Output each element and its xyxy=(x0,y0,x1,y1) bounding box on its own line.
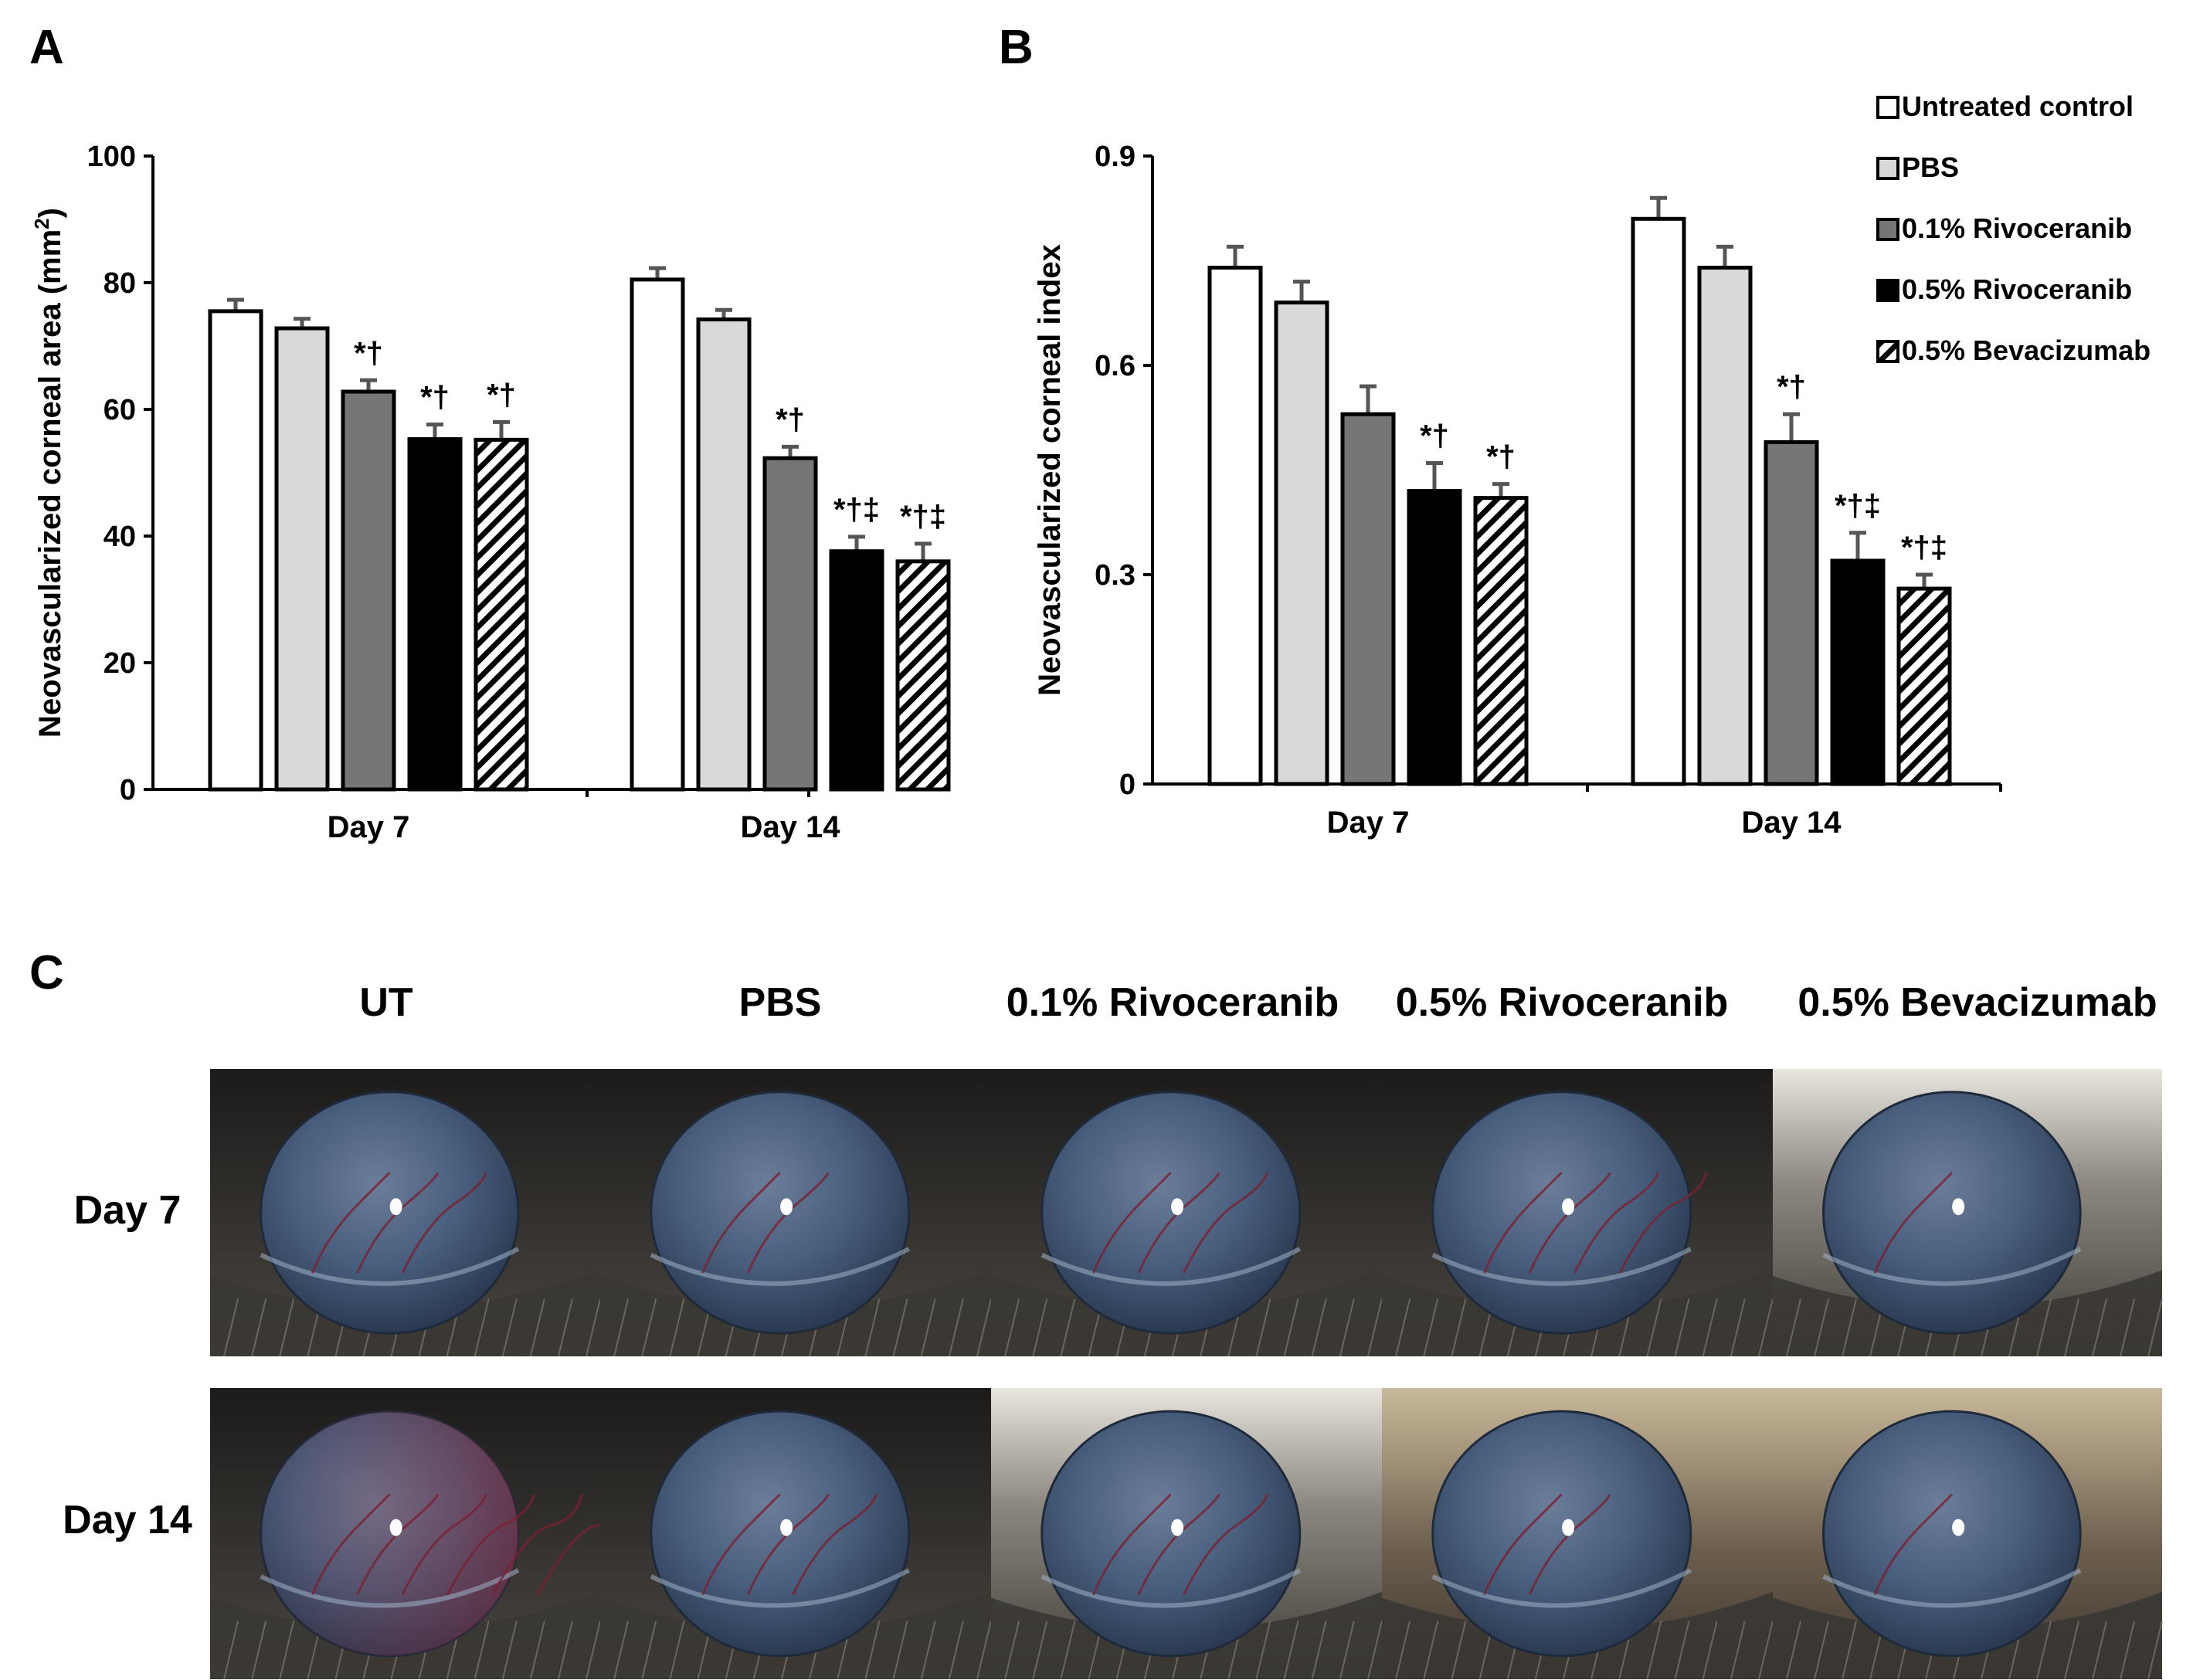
chart-b: 0 0.3 0.6 0.9 Neovascularized corneal index D… xyxy=(1033,141,2002,840)
eye-image-grid: UT PBS 0.1% Rivoceranib 0.5% Rivoceranib 0.5… xyxy=(63,980,2163,1680)
x-tick-label: Day 14 xyxy=(1742,806,1842,840)
y-tick-label: 0.3 xyxy=(1095,559,1136,592)
y-tick-label: 20 xyxy=(104,647,136,680)
bar xyxy=(1340,412,1396,786)
image-column-label: 0.5% Bevacizumab xyxy=(1798,980,2157,1025)
bar xyxy=(1207,266,1263,786)
significance-mark: *†‡ xyxy=(833,493,880,527)
legend-label: 0.5% Bevacizumab xyxy=(1902,334,2151,366)
significance-mark: *† xyxy=(1420,419,1449,453)
y-tick-label: 0.6 xyxy=(1095,350,1136,382)
bar xyxy=(1473,496,1529,786)
bar xyxy=(1830,558,1886,786)
bar xyxy=(696,317,752,792)
image-row-label: Day 7 xyxy=(74,1188,182,1233)
y-tick-label: 0 xyxy=(1119,769,1136,801)
x-tick-label: Day 7 xyxy=(328,810,410,844)
eye-photo xyxy=(600,1069,992,1357)
image-row-label: Day 14 xyxy=(63,1498,192,1543)
legend-swatch xyxy=(1876,157,1899,180)
bar xyxy=(1697,266,1753,786)
panel-letter-c: C xyxy=(29,946,64,1000)
significance-mark: *† xyxy=(354,336,383,370)
eye-photo xyxy=(991,1069,1383,1357)
bar xyxy=(1896,586,1952,786)
bar xyxy=(474,437,529,792)
bar xyxy=(1631,216,1686,786)
significance-mark: *† xyxy=(1777,370,1806,404)
y-tick-label: 100 xyxy=(87,141,136,173)
image-column-label: PBS xyxy=(739,980,822,1025)
image-column-label: 0.1% Rivoceranib xyxy=(1007,980,1339,1025)
y-axis-label: Neovascularized corneal area (mm2) xyxy=(30,208,67,738)
panel-letter-b: B xyxy=(999,21,1034,74)
eye-photo xyxy=(210,1069,601,1357)
eye-photo xyxy=(1773,1069,2163,1357)
significance-mark: *† xyxy=(1486,440,1516,474)
bar xyxy=(341,389,396,792)
bar xyxy=(829,549,884,792)
legend-label: Untreated control xyxy=(1902,90,2134,122)
significance-mark: *† xyxy=(487,378,516,412)
bar xyxy=(630,277,685,792)
eye-photo xyxy=(600,1388,992,1680)
significance-mark: *†‡ xyxy=(1901,531,1947,565)
y-tick-label: 0 xyxy=(120,774,136,806)
eye-photo xyxy=(1382,1069,1774,1357)
y-tick-label: 40 xyxy=(104,521,136,553)
legend-label: PBS xyxy=(1902,151,1959,183)
significance-mark: *† xyxy=(776,402,805,436)
legend-label: 0.1% Rivoceranib xyxy=(1902,212,2132,244)
legend-swatch xyxy=(1876,96,1899,119)
eye-photo xyxy=(991,1388,1383,1680)
bar xyxy=(1764,440,1819,786)
x-tick-label: Day 7 xyxy=(1327,806,1410,840)
image-column-label: 0.5% Rivoceranib xyxy=(1396,980,1729,1025)
y-tick-label: 60 xyxy=(104,394,136,426)
significance-mark: *†‡ xyxy=(1835,489,1881,523)
y-tick-label: 80 xyxy=(104,267,136,300)
bar xyxy=(407,437,463,792)
bar xyxy=(208,309,263,792)
x-tick-label: Day 14 xyxy=(741,810,841,844)
eye-photo xyxy=(1773,1388,2163,1680)
bar xyxy=(895,559,951,792)
legend: Untreated control PBS 0.1% Rivoceranib 0.5%… xyxy=(1876,90,2151,366)
eye-photo xyxy=(210,1388,632,1680)
y-axis-label: Neovascularized corneal index xyxy=(1033,244,1067,696)
legend-swatch xyxy=(1876,340,1899,363)
eye-photo xyxy=(1382,1388,1774,1680)
significance-mark: *†‡ xyxy=(900,500,946,534)
legend-swatch xyxy=(1876,218,1899,241)
bar xyxy=(274,326,330,792)
bar xyxy=(1274,300,1329,786)
significance-mark: *† xyxy=(420,381,450,415)
legend-swatch xyxy=(1876,279,1899,302)
chart-a: 0 20 40 60 80 100 Neovascularized corneal area… xyxy=(30,141,951,844)
panel-letter-a: A xyxy=(29,21,64,74)
y-tick-label: 0.9 xyxy=(1095,141,1136,173)
bar xyxy=(762,456,818,792)
image-column-label: UT xyxy=(359,980,413,1025)
legend-label: 0.5% Rivoceranib xyxy=(1902,273,2132,305)
bar xyxy=(1407,489,1462,786)
